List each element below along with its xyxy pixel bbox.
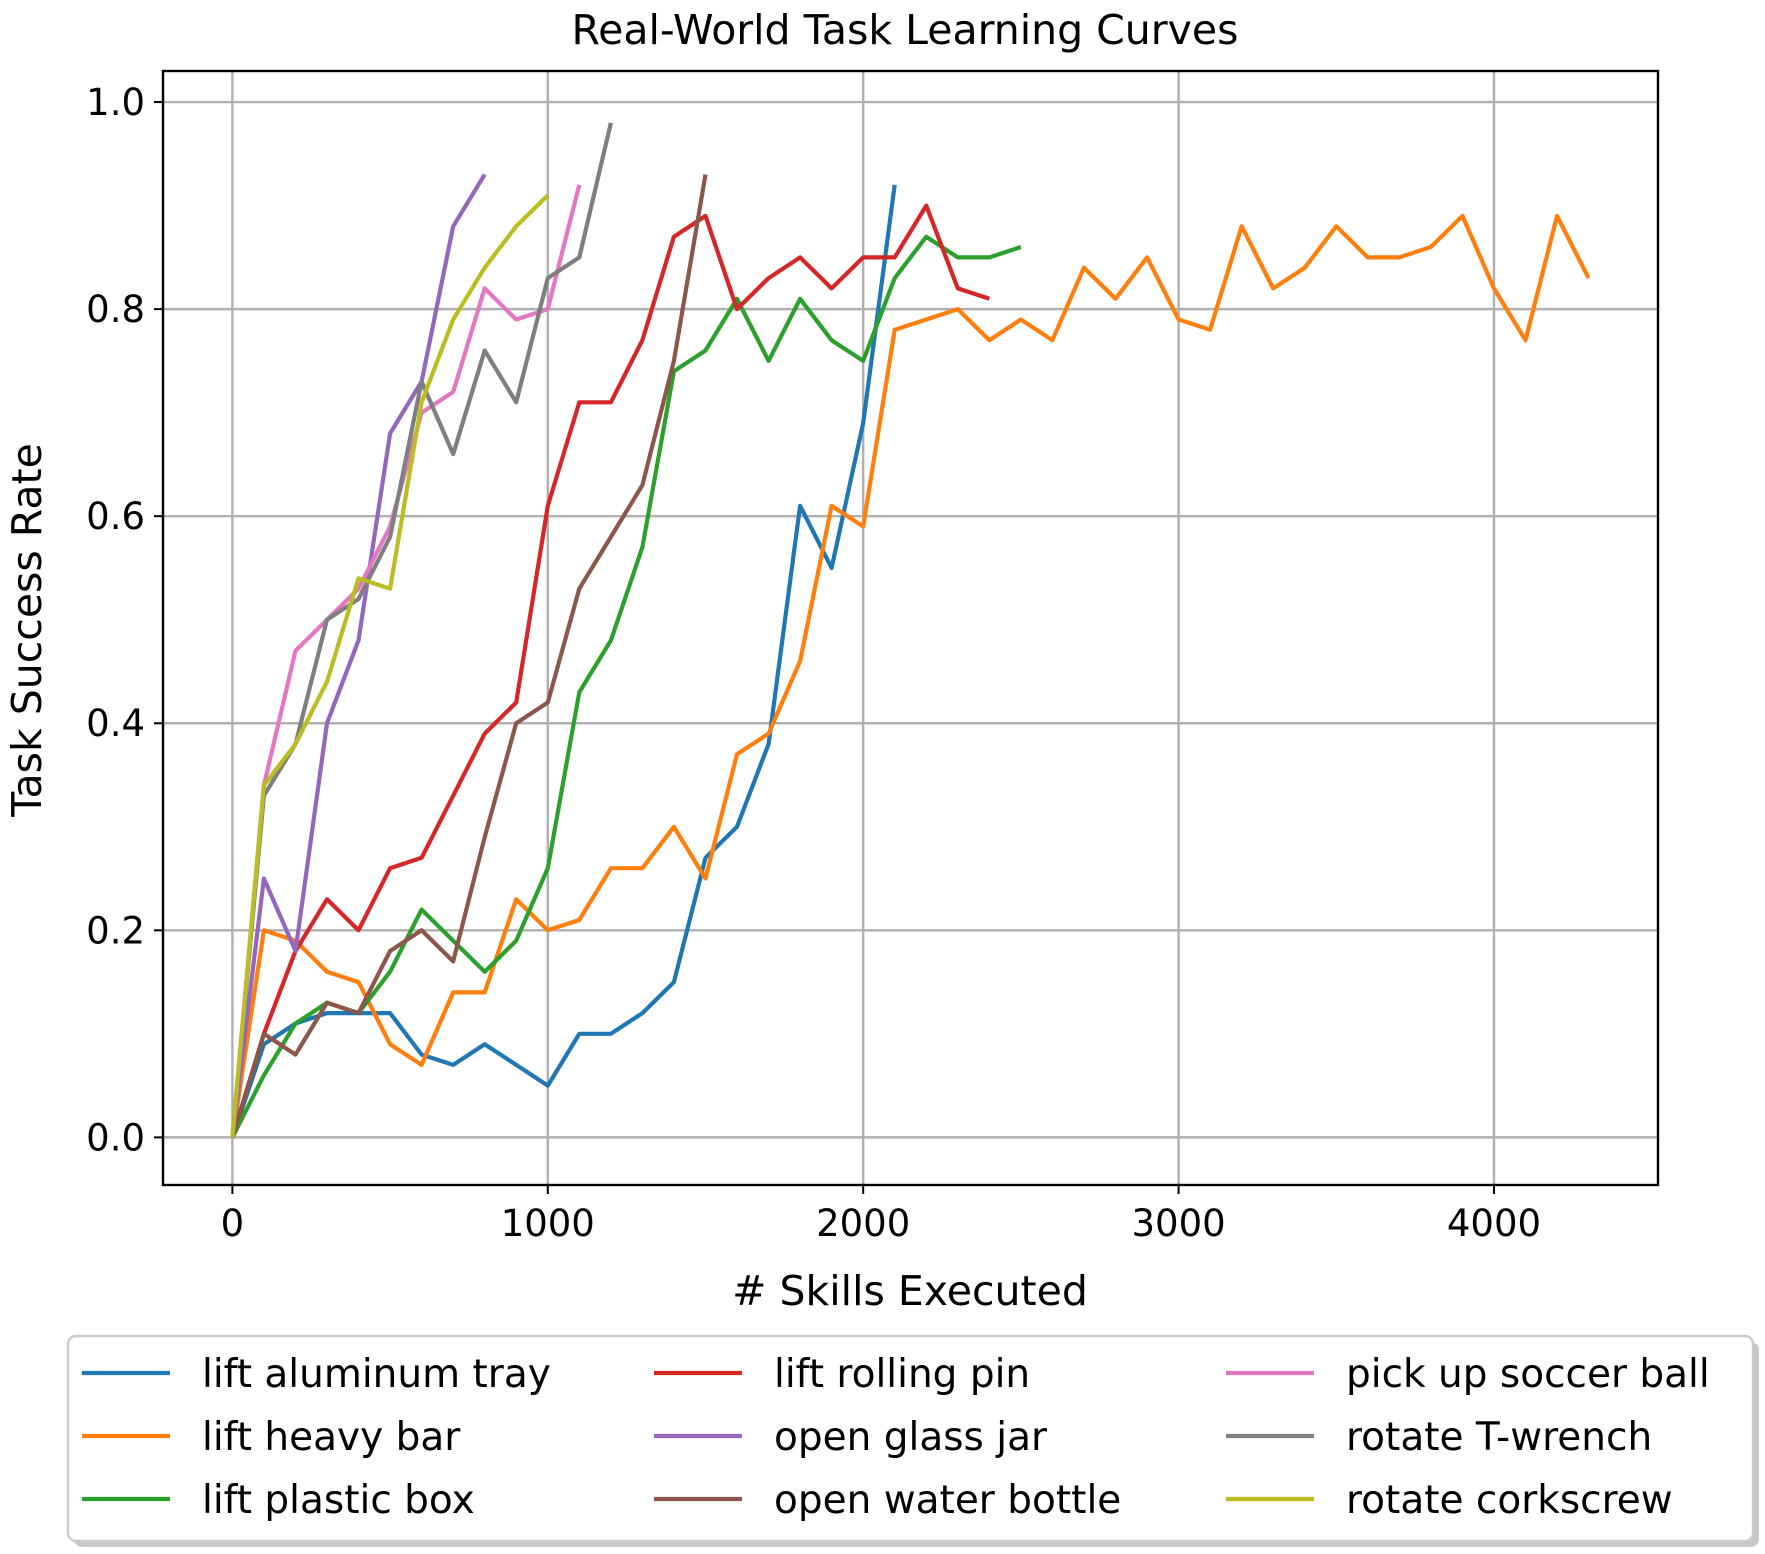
y-axis-ticks: 0.0 0.2 0.4 0.6 0.8 1.0: [86, 81, 163, 1159]
chart-title: Real-World Task Learning Curves: [572, 6, 1239, 54]
series-line-lift-rolling-pin: [230, 203, 991, 1139]
series-line-lift-aluminum-tray: [230, 184, 897, 1139]
x-axis-ticks: 0 1000 2000 3000 4000: [221, 1185, 1541, 1245]
legend-label-lift-aluminum-tray: lift aluminum tray: [202, 1352, 551, 1397]
legend-label-open-glass-jar: open glass jar: [774, 1415, 1048, 1460]
y-axis-label: Task Success Rate: [3, 443, 51, 818]
x-axis-label: # Skills Executed: [732, 1267, 1088, 1315]
y-tick-label: 0.6: [86, 495, 145, 538]
y-tick-label: 0.2: [86, 909, 145, 952]
series-line-lift-heavy-bar: [230, 213, 1591, 1138]
series-line-open-glass-jar: [230, 173, 487, 1138]
y-tick-label: 1.0: [86, 81, 145, 124]
series-line-pick-up-soccer-ball: [230, 184, 582, 1138]
x-tick-label: 3000: [1132, 1202, 1226, 1245]
legend-label-open-water-bottle: open water bottle: [774, 1478, 1121, 1523]
legend: lift aluminum tray lift heavy bar lift pla…: [66, 1334, 1759, 1547]
legend-label-lift-heavy-bar: lift heavy bar: [202, 1415, 461, 1460]
series-line-rotate-corkscrew: [230, 193, 550, 1138]
plot-area-frame: [161, 69, 1660, 1187]
legend-label-pick-up-soccer-ball: pick up soccer ball: [1346, 1352, 1710, 1397]
legend-label-lift-plastic-box: lift plastic box: [202, 1478, 475, 1523]
x-tick-label: 1000: [501, 1202, 595, 1245]
y-tick-label: 0.0: [86, 1116, 145, 1159]
legend-box: [66, 1334, 1755, 1543]
x-tick-label: 0: [221, 1202, 245, 1245]
legend-label-rotate-corkscrew: rotate corkscrew: [1346, 1478, 1673, 1523]
legend-label-lift-rolling-pin: lift rolling pin: [774, 1352, 1030, 1397]
series-line-rotate-t-wrench: [230, 122, 613, 1138]
series-lines: [230, 122, 1591, 1139]
y-tick-label: 0.8: [86, 288, 145, 331]
series-line-open-water-bottle: [230, 174, 708, 1139]
x-tick-label: 4000: [1447, 1202, 1541, 1245]
y-tick-label: 0.4: [86, 702, 145, 745]
grid: [163, 71, 1658, 1185]
x-tick-label: 2000: [816, 1202, 910, 1245]
legend-label-rotate-t-wrench: rotate T-wrench: [1346, 1415, 1652, 1460]
